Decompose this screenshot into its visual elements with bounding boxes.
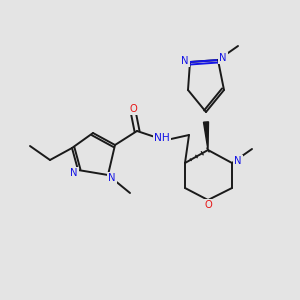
Text: O: O [204,200,212,210]
Text: N: N [108,173,116,183]
Text: NH: NH [154,133,170,143]
Text: N: N [219,53,227,63]
Polygon shape [203,122,208,150]
Text: N: N [234,156,242,166]
Text: O: O [129,104,137,114]
Text: N: N [181,56,189,66]
Text: N: N [70,168,78,178]
